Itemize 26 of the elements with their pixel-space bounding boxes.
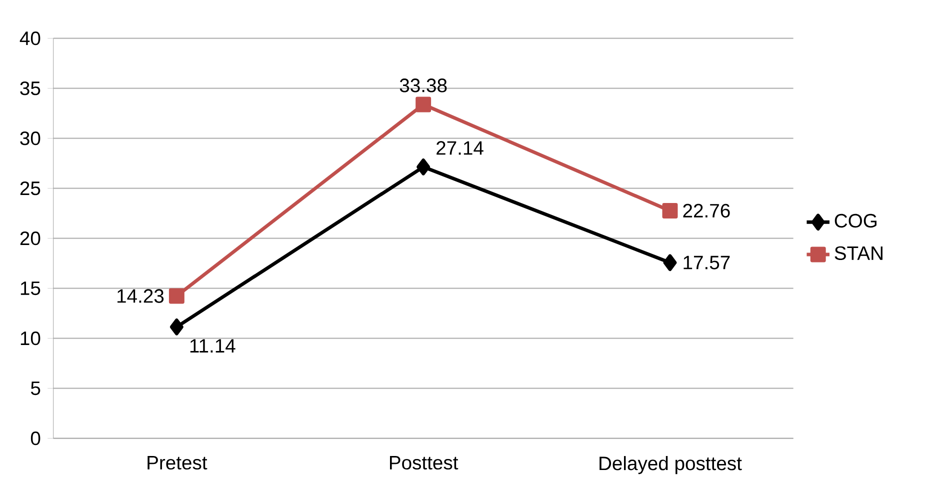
point (663, 254, 677, 272)
y-tick-label: 20 (20, 231, 40, 246)
y-tick-label: 10 (20, 331, 40, 346)
data-label: 14.23 (117, 289, 164, 303)
x-tick-label: Delayed posttest (600, 456, 742, 474)
data-label: 27.14 (436, 141, 484, 155)
data-label: 11.14 (190, 339, 236, 352)
y-tick-label: 15 (20, 282, 40, 296)
x-tick-label: Pretest (148, 456, 208, 470)
y-tick-label: 30 (20, 131, 40, 146)
point (416, 158, 430, 176)
y-tick-label: 35 (20, 81, 40, 96)
legend-label: STAN (834, 246, 882, 260)
data-label: 17.57 (684, 256, 730, 270)
y-tick-label: 25 (20, 181, 40, 196)
x-tick-label: Posttest (390, 456, 458, 470)
legend-label: COG (834, 214, 876, 228)
point (170, 318, 184, 336)
y-tick-label: 5 (30, 382, 40, 396)
data-label: 22.76 (683, 204, 730, 218)
y-tick-label: 40 (20, 31, 40, 46)
point (416, 96, 432, 112)
data-label: 33.38 (400, 78, 447, 92)
point (662, 202, 678, 218)
y-tick-label: 0 (30, 431, 40, 446)
point (168, 288, 184, 304)
